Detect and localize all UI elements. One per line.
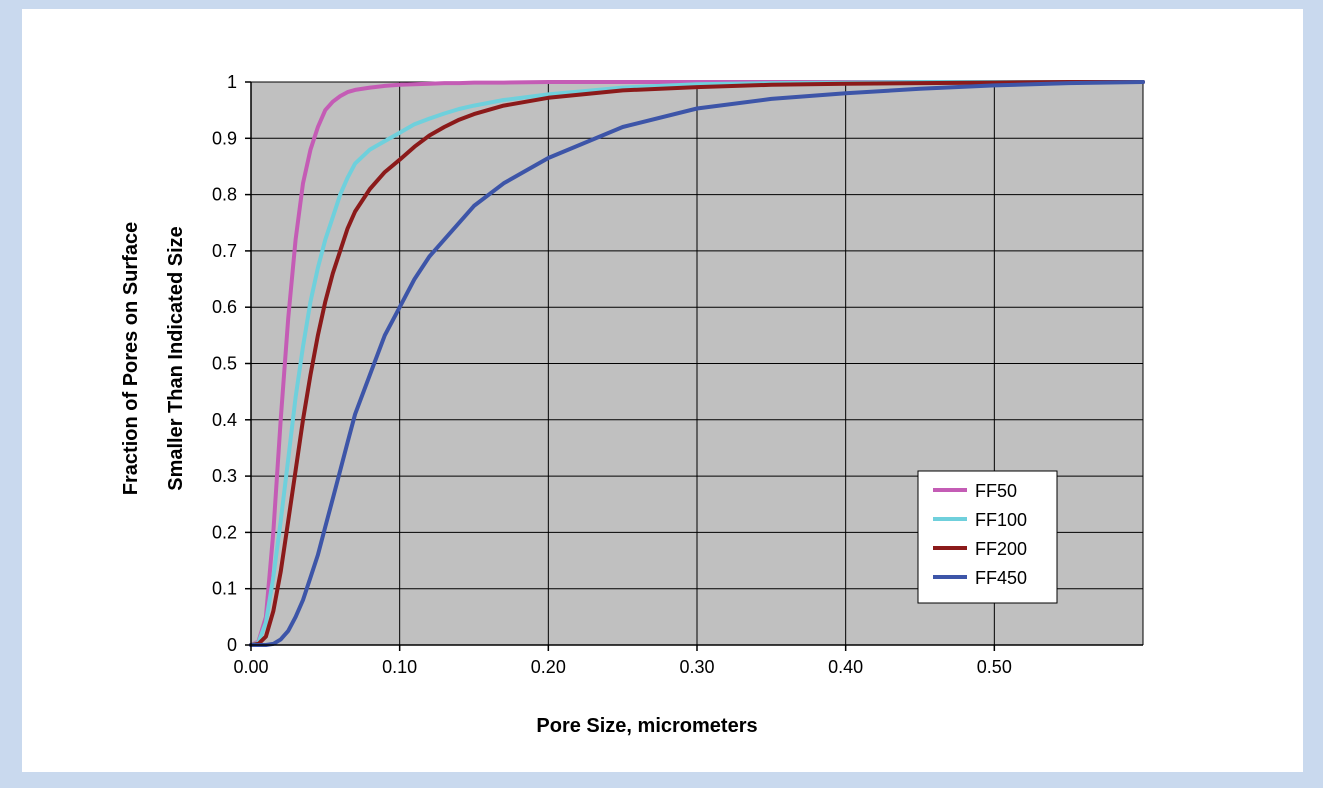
legend-label-ff100: FF100 (975, 510, 1027, 530)
line-chart: 0.00 0.10 0.20 0.30 0.40 0.50 0 0.1 0.2 0.3 0.4 0.… (120, 72, 1145, 737)
y-axis-title-line2: Smaller Than Indicated Size (165, 226, 187, 491)
y-axis-title-line1: Fraction of Pores on Surface (120, 222, 142, 495)
y-tick-label: 0.9 (212, 128, 237, 148)
y-tick-label: 0.3 (212, 466, 237, 486)
y-axis-title: Fraction of Pores on Surface Smaller Tha… (120, 222, 187, 495)
series-line-ff100 (249, 80, 1145, 647)
y-tick-label: 0.7 (212, 241, 237, 261)
x-tick-label: 0.10 (382, 657, 417, 677)
x-tick-label: 0.20 (531, 657, 566, 677)
axes (245, 81, 1143, 651)
y-tick-label: 0.5 (212, 354, 237, 374)
legend: FF50 FF100 FF200 FF450 (917, 470, 1058, 604)
series-line-ff450 (249, 80, 1145, 647)
y-tick-label: 0.8 (212, 185, 237, 205)
series-lines (249, 80, 1145, 647)
legend-label-ff450: FF450 (975, 568, 1027, 588)
x-tick-label: 0.00 (233, 657, 268, 677)
chart-frame: 0.00 0.10 0.20 0.30 0.40 0.50 0 0.1 0.2 0.3 0.4 0.… (22, 9, 1303, 772)
y-tick-label: 0 (227, 635, 237, 655)
x-tick-label: 0.30 (679, 657, 714, 677)
legend-label-ff200: FF200 (975, 539, 1027, 559)
series-line-ff200 (249, 80, 1145, 647)
legend-box (917, 470, 1058, 604)
x-tick-label: 0.40 (828, 657, 863, 677)
y-tick-labels: 0 0.1 0.2 0.3 0.4 0.5 0.6 0.7 0.8 0.9 1 (212, 72, 237, 655)
y-tick-label: 1 (227, 72, 237, 92)
y-tick-label: 0.2 (212, 522, 237, 542)
x-axis-title: Pore Size, micrometers (536, 715, 757, 737)
x-tick-labels: 0.00 0.10 0.20 0.30 0.40 0.50 (233, 657, 1011, 677)
y-tick-label: 0.4 (212, 410, 237, 430)
y-tick-label: 0.6 (212, 297, 237, 317)
legend-label-ff50: FF50 (975, 481, 1017, 501)
x-tick-label: 0.50 (977, 657, 1012, 677)
y-tick-label: 0.1 (212, 579, 237, 599)
